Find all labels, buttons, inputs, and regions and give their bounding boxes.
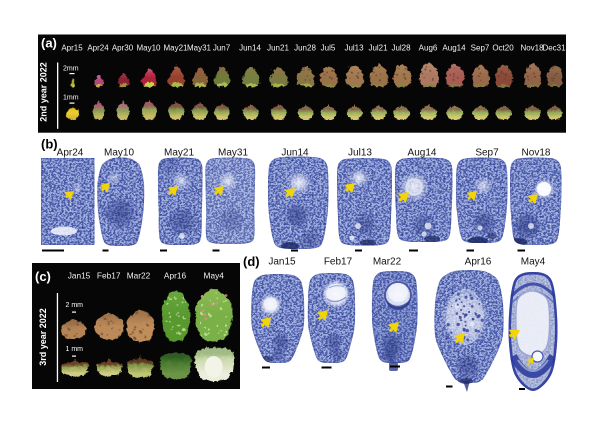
svg-text:(b): (b) (41, 137, 58, 152)
svg-text:May10: May10 (136, 44, 161, 53)
svg-text:May31: May31 (218, 148, 248, 159)
svg-text:Apr24: Apr24 (57, 148, 84, 159)
svg-text:Feb17: Feb17 (97, 271, 121, 281)
svg-text:2nd year 2022: 2nd year 2022 (39, 62, 49, 122)
svg-text:1 mm: 1 mm (66, 346, 84, 353)
svg-text:Apr16: Apr16 (465, 257, 492, 268)
svg-text:Jun21: Jun21 (267, 44, 289, 53)
svg-text:Apr15: Apr15 (61, 44, 83, 53)
svg-text:(c): (c) (35, 269, 51, 284)
svg-text:Apr16: Apr16 (164, 271, 187, 281)
svg-text:Oct20: Oct20 (492, 44, 514, 53)
svg-text:Jan15: Jan15 (268, 257, 296, 268)
svg-text:Jul5: Jul5 (321, 44, 336, 53)
svg-text:(d): (d) (243, 254, 260, 269)
svg-text:May21: May21 (163, 44, 188, 53)
svg-text:Apr24: Apr24 (87, 44, 109, 53)
svg-text:Sep7: Sep7 (471, 44, 490, 53)
svg-text:Jun14: Jun14 (239, 44, 261, 53)
svg-text:Aug6: Aug6 (419, 44, 438, 53)
svg-text:Sep7: Sep7 (475, 148, 499, 159)
svg-text:Aug14: Aug14 (408, 148, 437, 159)
svg-text:Nov18: Nov18 (522, 148, 551, 159)
svg-text:Dec31: Dec31 (542, 44, 566, 53)
svg-text:Aug14: Aug14 (442, 44, 466, 53)
svg-text:May10: May10 (104, 148, 134, 159)
svg-text:Jun7: Jun7 (213, 44, 231, 53)
svg-text:Jun14: Jun14 (281, 148, 309, 159)
svg-text:(a): (a) (41, 36, 57, 51)
svg-text:Jan15: Jan15 (68, 271, 91, 281)
svg-text:Jul13: Jul13 (344, 44, 364, 53)
svg-text:Jun28: Jun28 (294, 44, 316, 53)
svg-text:May31: May31 (187, 44, 212, 53)
svg-text:1mm: 1mm (63, 95, 79, 102)
svg-text:Nov18: Nov18 (520, 44, 544, 53)
svg-text:May21: May21 (164, 148, 194, 159)
svg-text:Jul13: Jul13 (348, 148, 372, 159)
svg-text:Jul21: Jul21 (368, 44, 388, 53)
svg-text:3rd year 2022: 3rd year 2022 (38, 308, 48, 366)
svg-text:2mm: 2mm (63, 66, 79, 73)
svg-text:May4: May4 (204, 271, 225, 281)
svg-text:Mar22: Mar22 (373, 257, 402, 268)
svg-text:2 mm: 2 mm (66, 302, 84, 309)
svg-text:May4: May4 (521, 257, 546, 268)
svg-text:Mar22: Mar22 (127, 271, 151, 281)
svg-text:Feb17: Feb17 (324, 257, 353, 268)
svg-text:Apr30: Apr30 (112, 44, 134, 53)
svg-text:Jul28: Jul28 (391, 44, 411, 53)
